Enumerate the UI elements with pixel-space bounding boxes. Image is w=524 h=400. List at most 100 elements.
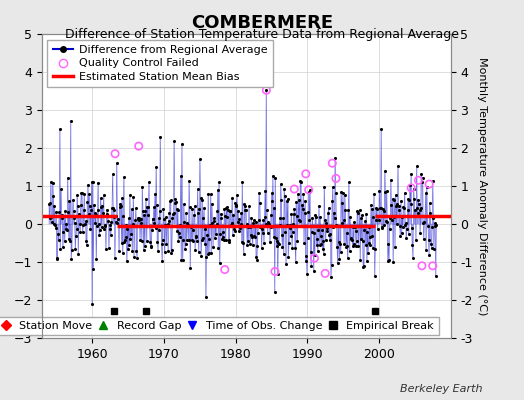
Point [337,200,346,206]
Point [323,228,332,234]
Point [58,215,66,221]
Point [257,244,266,251]
Point [417,205,425,211]
Point [302,253,311,259]
Point [367,233,376,239]
Point [262,87,270,94]
Point [262,87,270,94]
Point [409,255,417,262]
Point [175,230,183,236]
Point [132,248,140,254]
Point [249,220,257,226]
Point [225,237,233,243]
Point [45,201,53,207]
Point [391,243,399,250]
Point [223,204,232,210]
Point [76,229,84,235]
Point [47,214,56,220]
Point [174,238,182,244]
Point [72,226,81,232]
Point [274,271,282,277]
Point [354,210,362,216]
Point [86,226,94,232]
Point [114,223,123,229]
Point [278,232,286,238]
Point [235,228,243,234]
Point [100,226,108,232]
Point [407,171,416,177]
Point [201,226,210,232]
Point [243,221,251,228]
Legend: Station Move, Record Gap, Time of Obs. Change, Empirical Break: Station Move, Record Gap, Time of Obs. C… [0,316,439,336]
Point [318,227,326,234]
Point [340,241,348,247]
Point [309,268,318,274]
Point [254,217,263,223]
Point [342,229,351,236]
Point [372,204,380,211]
Point [197,252,205,259]
Point [304,188,313,195]
Point [229,212,237,218]
Point [165,218,173,224]
Point [219,234,227,240]
Point [129,221,137,227]
Point [181,246,189,252]
Point [357,236,366,242]
Point [218,235,226,242]
Point [267,212,275,218]
Point [131,217,139,224]
Point [98,203,106,210]
Point [300,240,308,246]
Point [189,227,198,234]
Point [191,246,199,253]
Point [237,210,245,216]
Point [144,204,152,210]
Point [108,171,117,178]
Point [353,208,362,214]
Point [173,228,181,234]
Point [260,240,268,246]
Point [137,216,146,222]
Point [414,197,422,204]
Point [319,246,327,252]
Point [47,178,55,185]
Point [172,199,180,205]
Point [176,222,184,229]
Point [402,235,411,242]
Point [375,216,383,223]
Point [404,196,412,202]
Point [96,195,105,201]
Point [106,232,115,238]
Point [74,203,82,210]
Point [161,222,169,228]
Point [176,234,184,240]
Point [335,256,344,262]
Point [110,206,118,213]
Point [352,243,361,250]
Point [150,220,159,226]
Point [388,216,396,223]
Point [281,193,289,199]
Point [50,202,59,209]
Point [333,243,341,250]
Point [390,196,399,203]
Point [224,239,233,245]
Point [340,217,348,224]
Point [427,241,435,247]
Point [420,236,428,242]
Point [398,214,407,220]
Point [206,221,214,228]
Point [156,134,165,140]
Point [400,205,408,211]
Point [297,179,305,186]
Point [127,206,136,212]
Point [242,207,250,214]
Point [334,223,342,229]
Point [310,230,319,236]
Point [228,195,236,201]
Point [269,234,278,240]
Point [66,238,74,244]
Point [369,245,377,252]
Point [115,201,124,207]
